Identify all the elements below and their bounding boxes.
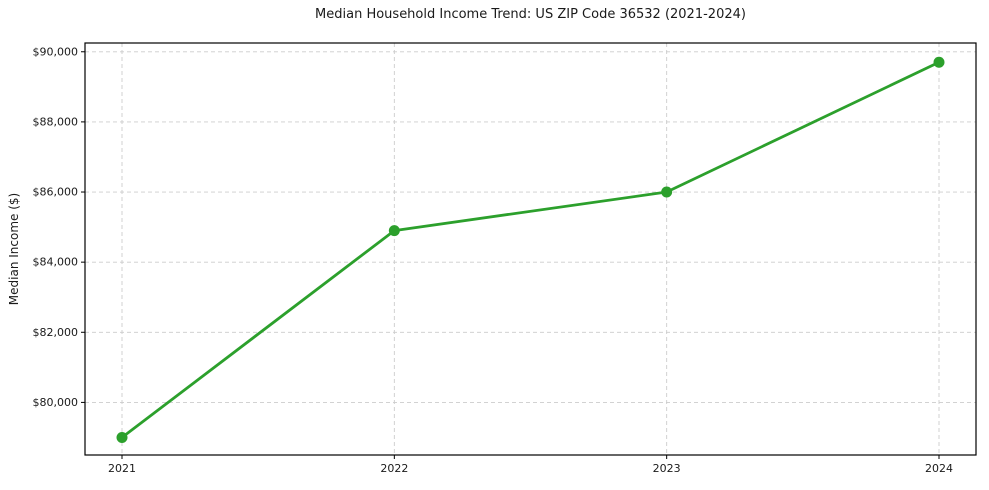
- data-point: [933, 56, 945, 68]
- y-tick-label: $84,000: [33, 256, 79, 269]
- y-tick-label: $90,000: [33, 45, 79, 58]
- x-tick-label: 2021: [108, 462, 136, 475]
- data-point: [661, 186, 673, 198]
- trend-line: [120, 60, 941, 439]
- x-tick-label: 2022: [380, 462, 408, 475]
- chart-title: Median Household Income Trend: US ZIP Co…: [315, 7, 746, 22]
- x-tick-label: 2023: [653, 462, 681, 475]
- data-point: [116, 431, 128, 443]
- y-tick-label: $86,000: [33, 186, 79, 199]
- x-tick-label: 2024: [925, 462, 953, 475]
- y-tick-label: $88,000: [33, 115, 79, 128]
- y-axis-label: Median Income ($): [7, 192, 21, 306]
- y-tick-label: $82,000: [33, 326, 79, 339]
- axes-spines: [84, 42, 977, 456]
- data-point: [388, 225, 400, 237]
- y-tick-label: $80,000: [33, 396, 79, 409]
